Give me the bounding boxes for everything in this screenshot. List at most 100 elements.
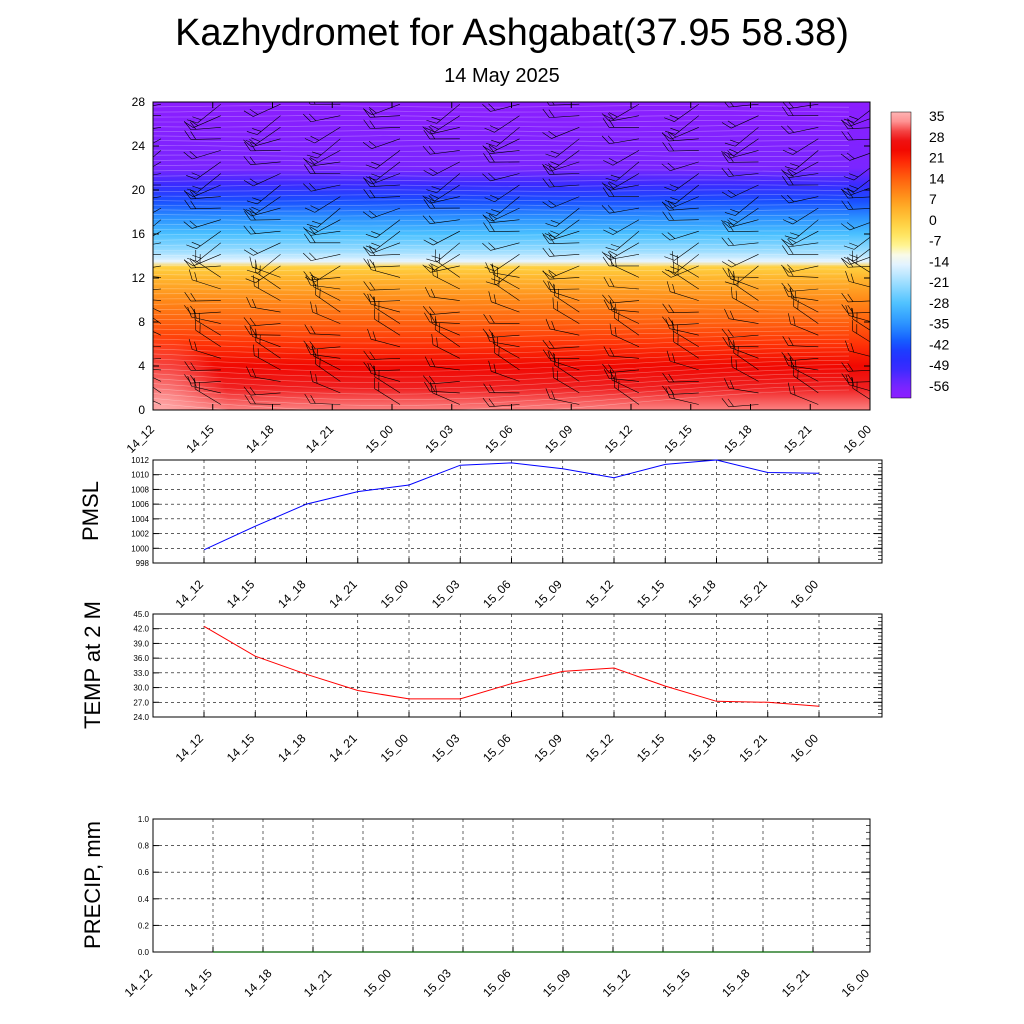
- wind-barb: [304, 219, 341, 235]
- colorbar-label: -14: [929, 253, 949, 269]
- wind-barb: [153, 391, 162, 405]
- wind-barb: [362, 173, 401, 185]
- wind-barb: [184, 130, 221, 140]
- wind-barb: [782, 207, 819, 225]
- wind-barb: [374, 308, 401, 336]
- wind-barb: [542, 247, 580, 257]
- wind-barb: [485, 262, 520, 278]
- x-tick-label: 15_12: [583, 731, 617, 765]
- x-tick-label: 14_15: [224, 731, 258, 765]
- x-tick-label: 15_18: [685, 577, 719, 611]
- wind-barb: [183, 219, 221, 229]
- x-tick-label: 15_00: [361, 966, 395, 1000]
- wind-barb: [246, 297, 281, 313]
- wind-barb: [195, 319, 221, 348]
- wind-barb: [664, 173, 699, 192]
- wind-barb: [845, 340, 870, 359]
- wind-barb: [423, 161, 460, 176]
- wind-barb: [424, 312, 460, 324]
- wind-barb: [605, 161, 640, 182]
- wind-barb: [426, 173, 460, 193]
- x-tick-label: 16_00: [841, 422, 875, 456]
- wind-barb: [243, 225, 281, 235]
- wind-barb: [245, 265, 281, 284]
- wind-barb: [424, 356, 460, 371]
- wind-barb: [485, 265, 520, 286]
- x-tick-label: 15_21: [736, 731, 770, 765]
- wind-barb: [784, 219, 819, 240]
- pmsl-series-line: [203, 459, 820, 551]
- x-tick-label: 14_12: [124, 422, 158, 456]
- contour-line: [153, 224, 850, 227]
- wind-barb: [304, 265, 341, 283]
- x-tick-label: 14_12: [173, 731, 207, 765]
- wind-barb: [782, 138, 819, 155]
- x-tick-label: 15_03: [420, 966, 454, 1000]
- wind-barb: [542, 178, 580, 188]
- wind-barb: [845, 271, 870, 290]
- wind-barb: [542, 102, 580, 106]
- wind-barb: [431, 333, 460, 359]
- wind-barb: [153, 343, 162, 348]
- wind-barb: [153, 254, 161, 255]
- wind-barb: [365, 230, 401, 250]
- wind-barb: [788, 313, 819, 336]
- wind-barb: [363, 350, 401, 360]
- x-tick-label: 15_06: [480, 966, 514, 1000]
- wind-barb: [787, 382, 819, 405]
- wind-barb: [545, 207, 580, 228]
- wind-barb: [484, 184, 520, 203]
- wind-barb: [602, 118, 639, 128]
- wind-barb: [363, 292, 401, 303]
- wind-barb: [730, 356, 759, 382]
- wind-barb: [603, 173, 640, 189]
- wind-barb: [246, 184, 281, 205]
- wind-barb: [363, 258, 401, 268]
- wind-barb: [304, 150, 341, 165]
- wind-barb: [482, 242, 520, 251]
- wind-barb: [841, 189, 870, 199]
- wind-barb: [610, 300, 640, 324]
- wind-barb: [186, 161, 221, 180]
- y-tick-label: 36.0: [133, 654, 149, 663]
- wind-barb: [153, 115, 161, 116]
- wind-barb: [306, 207, 341, 228]
- wind-barb: [246, 115, 281, 135]
- wind-barb: [362, 138, 401, 149]
- wind-barb: [153, 103, 162, 111]
- wind-barb: [721, 254, 759, 268]
- pmsl-grid: [153, 460, 882, 563]
- wind-barb: [852, 377, 870, 405]
- x-tick-label: 14_21: [301, 966, 335, 1000]
- wind-barb: [184, 305, 221, 315]
- page-subtitle: 14 May 2025: [444, 65, 560, 87]
- wind-barb: [662, 303, 699, 313]
- wind-barb: [186, 230, 221, 249]
- y-tick-label: 12: [132, 271, 146, 285]
- wind-barb: [666, 350, 699, 371]
- wind-barb: [662, 142, 699, 152]
- wind-barb: [243, 242, 281, 256]
- temp-panel: 24.027.030.033.036.039.042.045.0 14_12 14…: [80, 601, 883, 765]
- y-tick-label: 1010: [131, 471, 149, 480]
- wind-barb: [246, 254, 281, 274]
- wind-barb: [542, 161, 580, 172]
- wind-barb: [553, 284, 580, 313]
- wind-barb: [187, 103, 221, 124]
- wind-barb: [245, 127, 281, 145]
- wind-barb: [840, 150, 870, 161]
- precip-grid: [153, 819, 870, 952]
- wind-barb: [312, 345, 341, 371]
- wind-barb: [363, 246, 401, 257]
- wind-barb: [483, 138, 520, 153]
- contour-line: [153, 263, 850, 266]
- wind-barb: [542, 234, 580, 244]
- wind-barb: [610, 369, 640, 394]
- wind-barb: [841, 200, 870, 210]
- wind-barb: [841, 258, 870, 268]
- wind-barb: [153, 173, 162, 180]
- wind-barb: [153, 127, 162, 133]
- wind-barb: [661, 230, 699, 241]
- colorbar-label: 7: [929, 191, 937, 207]
- y-tick-label: 0: [138, 403, 145, 417]
